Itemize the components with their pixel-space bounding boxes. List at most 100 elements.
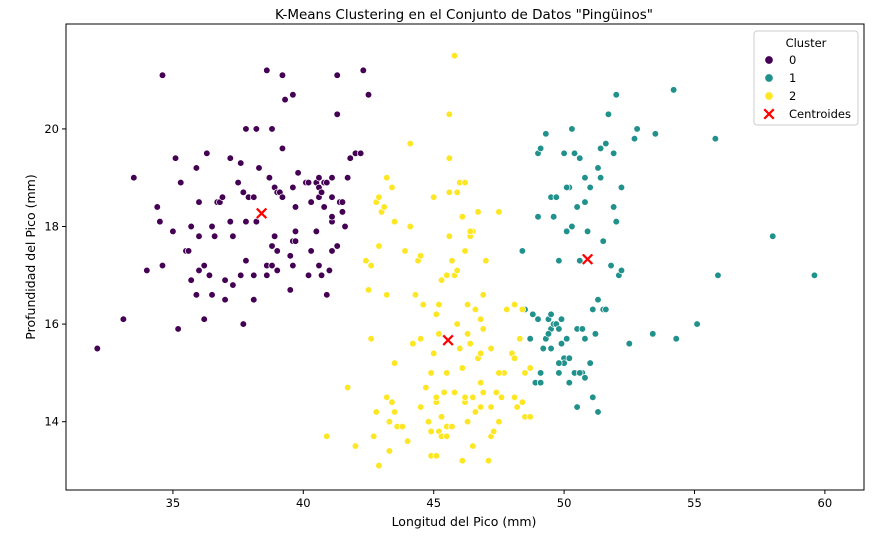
cluster-0-point (328, 174, 336, 182)
cluster-1-point (547, 310, 555, 318)
cluster-0-point (187, 276, 195, 284)
cluster-2-point (443, 271, 451, 279)
cluster-0-point (323, 291, 331, 299)
cluster-2-point (487, 344, 495, 353)
cluster-1-point (607, 261, 615, 270)
cluster-1-point (518, 247, 527, 255)
cluster-1-point (555, 359, 563, 367)
cluster-0-point (158, 71, 167, 79)
cluster-2-point (510, 354, 519, 362)
cluster-0-point (239, 320, 247, 328)
cluster-2-point (437, 413, 446, 421)
cluster-0-point (156, 217, 164, 226)
cluster-1-point (526, 335, 534, 343)
cluster-1-point (563, 227, 571, 236)
cluster-1-point (570, 149, 579, 157)
cluster-2-point (516, 335, 524, 343)
cluster-0-point (203, 149, 211, 157)
x-tick-label: 35 (166, 496, 181, 510)
cluster-2-point (461, 178, 469, 187)
cluster-1-point (630, 135, 639, 143)
cluster-2-point (479, 325, 487, 333)
cluster-2-point (443, 369, 451, 377)
x-axis-label: Longitud del Pico (mm) (392, 514, 537, 529)
x-tick-label: 55 (687, 496, 702, 510)
cluster-2-point (463, 418, 472, 426)
cluster-2-point (398, 422, 407, 431)
cluster-1-point (581, 174, 589, 182)
cluster-2-point (380, 203, 388, 211)
cluster-2-point (445, 154, 454, 162)
cluster-0-point (239, 188, 247, 196)
cluster-2-point (427, 427, 435, 436)
cluster-1-point (810, 271, 819, 279)
cluster-1-point (583, 227, 592, 236)
cluster-1-point (693, 320, 701, 328)
cluster-0-point (237, 159, 245, 167)
cluster-2-point (432, 310, 440, 318)
cluster-1-point (555, 325, 563, 333)
cluster-2-point (351, 442, 360, 450)
cluster-1-point (599, 237, 607, 245)
cluster-1-point (534, 213, 542, 221)
cluster-2-point (427, 369, 435, 377)
x-tick-label: 40 (296, 496, 311, 510)
cluster-2-point (375, 242, 383, 250)
cluster-1-point (711, 135, 720, 143)
cluster-1-point (544, 330, 553, 338)
cluster-2-point (383, 393, 391, 401)
cluster-2-point (437, 276, 446, 284)
cluster-2-point (372, 408, 380, 416)
legend-label: 2 (789, 89, 796, 103)
cluster-0-point (307, 198, 315, 206)
cluster-1-point (536, 144, 545, 153)
cluster-1-point (649, 330, 657, 338)
cluster-0-point (338, 198, 347, 206)
cluster-2-point (526, 364, 534, 372)
cluster-2-point (510, 300, 519, 309)
cluster-0-point (187, 222, 195, 231)
cluster-2-point (518, 305, 527, 314)
cluster-1-point (594, 408, 602, 416)
x-tick-label: 45 (426, 496, 441, 510)
cluster-0-point (320, 203, 328, 211)
cluster-2-point (411, 291, 420, 299)
cluster-2-point (461, 247, 469, 255)
cluster-2-point (476, 403, 485, 411)
cluster-0-point (255, 164, 263, 172)
cluster-2-point (435, 300, 443, 309)
cluster-1-point (576, 154, 584, 162)
cluster-2-point (495, 208, 503, 216)
legend-label: 1 (789, 71, 796, 85)
legend-centroid-marker (762, 107, 776, 121)
cluster-0-point (200, 261, 208, 270)
cluster-2-point (343, 383, 352, 392)
x-tick-label: 50 (557, 496, 572, 510)
cluster-2-point (458, 364, 467, 372)
cluster-1-point (612, 91, 620, 99)
cluster-2-point (448, 422, 456, 431)
cluster-0-point (252, 125, 261, 133)
legend: Cluster 0 1 2 Centroides (753, 30, 859, 126)
cluster-2-point (406, 222, 414, 231)
cluster-2-point (503, 305, 511, 314)
cluster-0-point (273, 247, 281, 255)
cluster-1-point (586, 183, 594, 192)
cluster-1-point (542, 130, 550, 138)
cluster-0-point (221, 276, 229, 284)
cluster-1-point (609, 149, 618, 157)
cluster-2-point (471, 305, 480, 314)
cluster-2-point (471, 408, 480, 416)
cluster-1-point (576, 257, 584, 265)
cluster-0-point (343, 174, 352, 182)
cluster-1-point (596, 144, 605, 153)
cluster-1-point (633, 125, 641, 133)
cluster-0-point (307, 247, 315, 255)
cluster-2-point (450, 52, 459, 60)
cluster-2-point (388, 398, 396, 406)
cluster-0-point (278, 144, 287, 153)
cluster-2-point (476, 315, 485, 323)
cluster-2-point (406, 139, 414, 148)
cluster-2-point (513, 403, 521, 411)
cluster-0-point (328, 213, 336, 221)
